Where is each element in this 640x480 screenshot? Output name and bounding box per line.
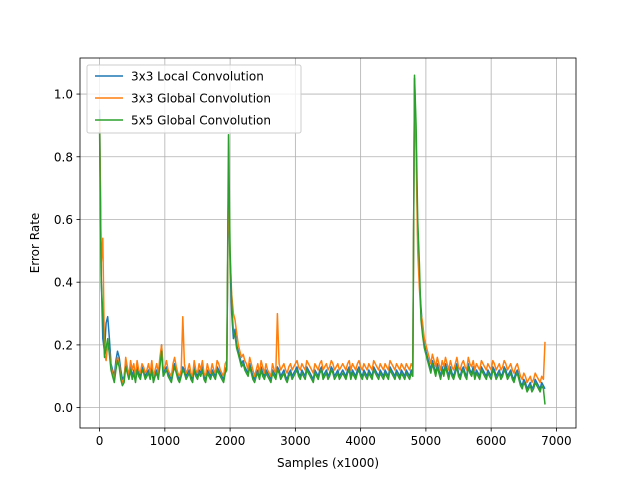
x-tick-label: 0 xyxy=(96,434,104,448)
x-axis-label: Samples (x1000) xyxy=(277,456,379,470)
legend-label-2: 3x3 Global Convolution xyxy=(131,92,271,106)
y-tick-label: 1.0 xyxy=(54,88,73,102)
x-tick-label: 2000 xyxy=(215,434,246,448)
legend: 3x3 Local Convolution 3x3 Global Convolut… xyxy=(86,64,302,134)
series-layer xyxy=(98,74,546,405)
series-line-2 xyxy=(98,83,546,384)
x-tick-label: 1000 xyxy=(150,434,181,448)
axes-frame xyxy=(79,57,577,429)
y-tick-label: 0.4 xyxy=(54,276,73,290)
ticks: 0 1000 2000 3000 4000 5000 6000 7000 0.0 0.2 0.4 0.… xyxy=(54,88,572,448)
x-tick-label: 5000 xyxy=(411,434,442,448)
y-tick-label: 0.6 xyxy=(54,213,73,227)
y-tick-label: 0.0 xyxy=(54,401,73,415)
legend-box xyxy=(86,64,302,134)
legend-label-3: 5x5 Global Convolution xyxy=(131,114,271,128)
y-tick-label: 0.8 xyxy=(54,150,73,164)
x-tick-label: 7000 xyxy=(541,434,572,448)
y-tick-label: 0.2 xyxy=(54,338,73,352)
series-line-3 xyxy=(98,74,546,405)
x-tick-label: 3000 xyxy=(280,434,311,448)
x-tick-label: 4000 xyxy=(345,434,376,448)
legend-label-1: 3x3 Local Convolution xyxy=(131,70,264,84)
x-tick-label: 6000 xyxy=(476,434,507,448)
y-axis-label: Error Rate xyxy=(28,213,42,274)
